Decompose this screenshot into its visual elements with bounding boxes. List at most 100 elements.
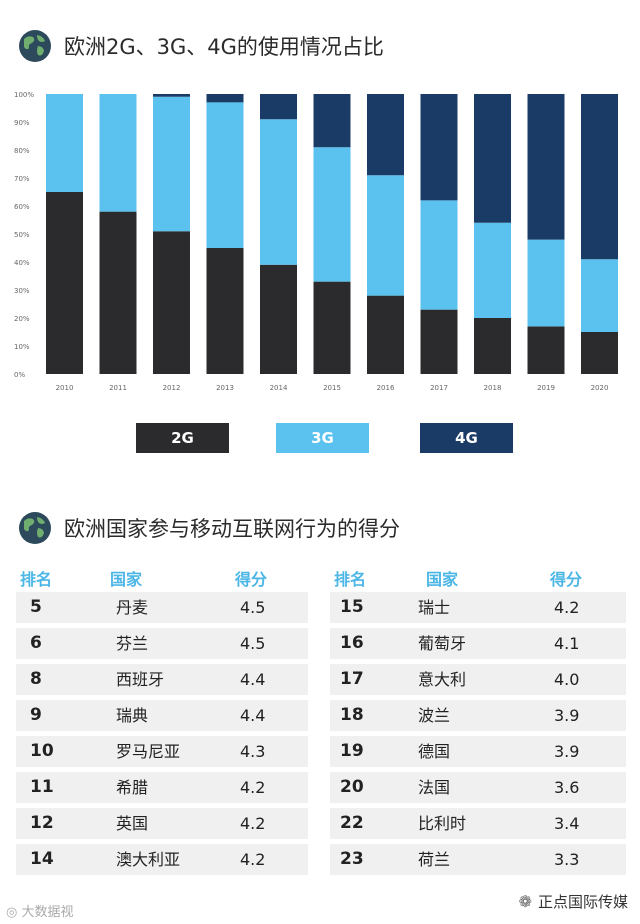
row-country: 芬兰 xyxy=(116,634,149,653)
header-country: 国家 xyxy=(426,570,459,589)
row-score: 4.0 xyxy=(554,670,580,689)
usage-share-chart: 0% 10% 20% 30% 40% 50% 60% 70% 80% 90% 100% 2010 201… xyxy=(14,91,618,392)
row-country: 瑞士 xyxy=(418,598,451,617)
table-row: 23 荷兰 3.3 xyxy=(330,844,626,875)
table-row: 6 芬兰 4.5 xyxy=(16,628,308,659)
row-score: 3.4 xyxy=(554,814,580,833)
row-rank: 17 xyxy=(340,669,364,689)
row-rank: 6 xyxy=(30,633,42,653)
x-tick-label: 2015 xyxy=(323,384,341,392)
x-tick-label: 2016 xyxy=(377,384,395,392)
table-row: 15 瑞士 4.2 xyxy=(330,592,626,623)
row-rank: 22 xyxy=(340,813,364,833)
y-tick-label: 0% xyxy=(14,371,25,379)
legend-item-2g: 2G xyxy=(136,423,229,453)
y-tick-label: 70% xyxy=(14,175,30,183)
header-country: 国家 xyxy=(110,570,143,589)
table-row: 9 瑞典 4.4 xyxy=(16,700,308,731)
row-score: 4.2 xyxy=(554,598,580,617)
row-rank: 18 xyxy=(340,705,364,725)
globe-icon xyxy=(19,512,51,544)
y-tick-label: 20% xyxy=(14,315,30,323)
row-country: 德国 xyxy=(418,742,451,761)
weibo-icon: ◎ xyxy=(6,905,18,920)
y-tick-label: 40% xyxy=(14,259,30,267)
row-score: 3.9 xyxy=(554,706,580,725)
x-tick-label: 2017 xyxy=(430,384,448,392)
row-rank: 5 xyxy=(30,597,42,617)
table-row: 12 英国 4.2 xyxy=(16,808,308,839)
y-tick-label: 100% xyxy=(14,91,34,99)
x-tick-label: 2013 xyxy=(216,384,234,392)
table-row: 22 比利时 3.4 xyxy=(330,808,626,839)
y-tick-label: 60% xyxy=(14,203,30,211)
watermark-left: ◎ 大数据视 xyxy=(6,905,74,920)
row-score: 4.5 xyxy=(240,598,266,617)
wechat-icon: ❁ xyxy=(518,892,532,911)
row-country: 瑞典 xyxy=(116,706,149,725)
row-rank: 12 xyxy=(30,813,54,833)
table-row: 19 德国 3.9 xyxy=(330,736,626,767)
chart-legend: 2G 3G 4G xyxy=(0,423,640,453)
row-country: 希腊 xyxy=(116,778,149,797)
x-tick-label: 2011 xyxy=(109,384,127,392)
row-rank: 8 xyxy=(30,669,42,689)
row-score: 4.4 xyxy=(240,670,266,689)
x-tick-label: 2012 xyxy=(163,384,181,392)
row-country: 葡萄牙 xyxy=(418,634,467,653)
area-series-3g xyxy=(46,94,618,332)
y-tick-label: 10% xyxy=(14,343,30,351)
header-rank: 排名 xyxy=(334,570,367,589)
y-tick-label: 30% xyxy=(14,287,30,295)
row-score: 3.3 xyxy=(554,850,580,869)
y-tick-label: 90% xyxy=(14,119,30,127)
legend-item-3g: 3G xyxy=(276,423,369,453)
row-country: 荷兰 xyxy=(418,850,451,869)
row-score: 3.6 xyxy=(554,778,580,797)
legend-item-4g: 4G xyxy=(420,423,513,453)
header-score: 得分 xyxy=(235,570,268,589)
row-rank: 16 xyxy=(340,633,364,653)
globe-icon xyxy=(19,30,51,62)
x-tick-label: 2020 xyxy=(591,384,609,392)
watermark-right: ❁ 正点国际传媒 xyxy=(518,892,628,911)
row-rank: 19 xyxy=(340,741,364,761)
row-rank: 15 xyxy=(340,597,364,617)
x-tick-label: 2014 xyxy=(270,384,288,392)
row-country: 西班牙 xyxy=(116,670,165,689)
area-series-4g xyxy=(46,94,618,260)
header-score: 得分 xyxy=(550,570,583,589)
x-tick-label: 2018 xyxy=(484,384,502,392)
row-score: 4.3 xyxy=(240,742,266,761)
row-rank: 20 xyxy=(340,777,364,797)
x-tick-label: 2010 xyxy=(56,384,74,392)
header-rank: 排名 xyxy=(20,570,53,589)
left-table-header: 排名 国家 得分 xyxy=(0,566,320,589)
row-rank: 23 xyxy=(340,849,364,869)
row-score: 4.4 xyxy=(240,706,266,725)
row-score: 4.2 xyxy=(240,778,266,797)
row-country: 英国 xyxy=(116,814,149,833)
table-row: 16 葡萄牙 4.1 xyxy=(330,628,626,659)
section2-heading: 欧洲国家参与移动互联网行为的得分 xyxy=(18,510,400,546)
table-row: 20 法国 3.6 xyxy=(330,772,626,803)
row-score: 4.2 xyxy=(240,850,266,869)
row-rank: 14 xyxy=(30,849,54,869)
right-table-header: 排名 国家 得分 xyxy=(0,566,640,589)
area-series-2g xyxy=(46,192,618,374)
row-rank: 10 xyxy=(30,741,54,761)
row-country: 澳大利亚 xyxy=(116,850,181,869)
row-score: 4.2 xyxy=(240,814,266,833)
row-country: 波兰 xyxy=(418,706,451,725)
section2-title: 欧洲国家参与移动互联网行为的得分 xyxy=(64,517,400,541)
row-country: 比利时 xyxy=(418,814,467,833)
row-country: 罗马尼亚 xyxy=(116,742,181,761)
row-score: 4.5 xyxy=(240,634,266,653)
table-row: 10 罗马尼亚 4.3 xyxy=(16,736,308,767)
row-score: 3.9 xyxy=(554,742,580,761)
table-row: 17 意大利 4.0 xyxy=(330,664,626,695)
x-tick-label: 2019 xyxy=(537,384,555,392)
table-row: 5 丹麦 4.5 xyxy=(16,592,308,623)
table-row: 18 波兰 3.9 xyxy=(330,700,626,731)
y-tick-label: 80% xyxy=(14,147,30,155)
